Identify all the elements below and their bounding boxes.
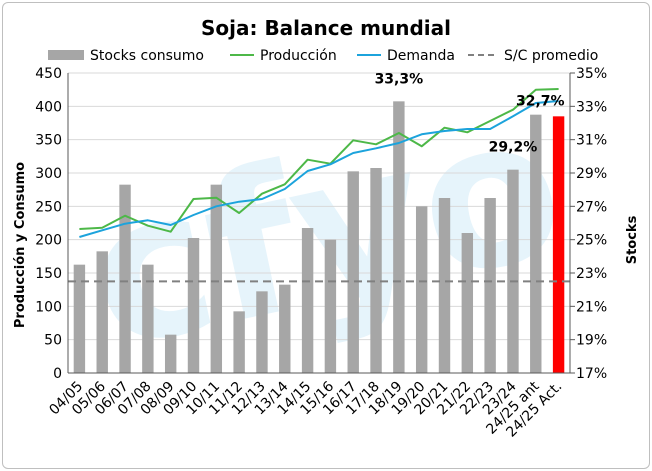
bar-07-08 (142, 264, 154, 373)
y-tick-label: 450 (35, 66, 62, 82)
y2-tick-label: 21% (576, 299, 607, 315)
line-demanda (79, 100, 559, 238)
line-producci-n (79, 88, 559, 233)
annotation-label: 33,3% (375, 71, 424, 87)
y2-tick-label: 35% (576, 66, 607, 82)
y2-tick-label: 25% (576, 233, 607, 249)
annotation-label: 29,2% (489, 140, 538, 156)
y-axis-label: Producción y Consumo (13, 162, 28, 328)
bar-15-16 (324, 239, 337, 373)
y2-tick-label: 29% (576, 166, 607, 182)
bar-22-23 (484, 198, 496, 373)
y-tick-label: 400 (35, 99, 62, 115)
y-tick-label: 100 (35, 299, 62, 315)
bar-24-25-act- (552, 116, 565, 373)
y-tick-label: 0 (53, 366, 62, 382)
bar-24-25-ant (530, 114, 542, 374)
bar-06-07 (119, 184, 131, 373)
bar-04-05 (73, 264, 86, 373)
bar-09-10 (187, 238, 200, 373)
y2-axis-label: Stocks (625, 215, 640, 264)
y-tick-label: 300 (35, 166, 62, 182)
y-tick-label: 250 (35, 199, 62, 215)
legend-label: S/C promedio (504, 48, 598, 64)
legend-label: Stocks consumo (90, 48, 204, 64)
legend-label: Demanda (387, 48, 455, 64)
bar-16-17 (347, 171, 359, 373)
bar-19-20 (415, 206, 428, 373)
chart-title: Soja: Balance mundial (201, 16, 451, 40)
y-tick-label: 150 (35, 266, 62, 282)
y2-tick-label: 31% (576, 133, 607, 149)
bar-10-11 (210, 184, 223, 373)
bar-05-06 (96, 251, 108, 373)
annotation-label: 32,7% (516, 93, 565, 109)
bar-12-13 (256, 291, 268, 373)
bar-21-22 (461, 233, 474, 373)
bar-18-19 (393, 101, 405, 373)
legend-label: Producción (260, 48, 337, 64)
y2-tick-label: 19% (576, 333, 607, 349)
y2-tick-label: 23% (576, 266, 607, 282)
line-series (79, 88, 559, 238)
bar-23-24 (507, 169, 519, 373)
bar-13-14 (279, 284, 291, 373)
bar-14-15 (301, 228, 314, 373)
y-tick-label: 350 (35, 133, 62, 149)
bar-08-09 (164, 334, 177, 373)
bar-series (73, 101, 565, 374)
legend-swatch-stocks-consumo (48, 50, 84, 60)
y2-tick-label: 17% (576, 366, 607, 382)
bar-11-12 (233, 311, 245, 373)
y-tick-label: 50 (44, 333, 62, 349)
y2-tick-label: 33% (576, 99, 607, 115)
annotations: 33,3% 29,2% 32,7% (375, 71, 565, 155)
bar-20-21 (438, 198, 451, 373)
bar-17-18 (370, 168, 382, 373)
y-tick-label: 200 (35, 233, 62, 249)
chart-legend: Stocks consumo Producción Demanda S/C prome… (48, 48, 598, 64)
y2-tick-label: 27% (576, 199, 607, 215)
